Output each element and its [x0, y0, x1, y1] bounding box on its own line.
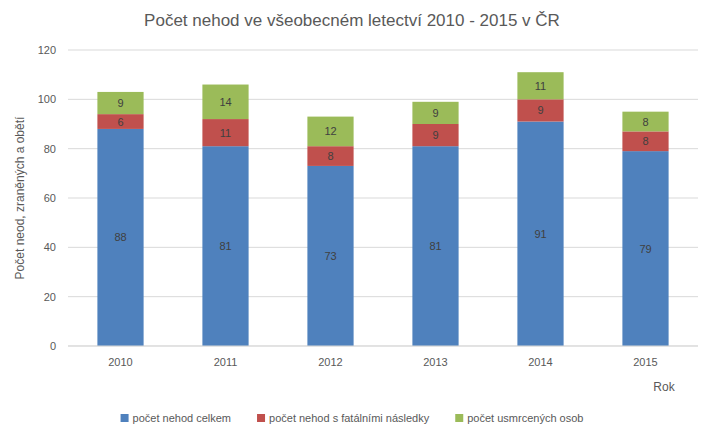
bar	[622, 131, 668, 151]
legend-label: počet nehod celkem	[133, 412, 231, 424]
y-tick-label: 80	[44, 143, 56, 155]
legend: počet nehod celkem počet nehod s fatálním…	[121, 412, 584, 424]
bar	[97, 92, 143, 114]
bar	[307, 166, 353, 346]
bar	[202, 146, 248, 346]
bar	[622, 112, 668, 132]
bar	[307, 146, 353, 166]
bar	[412, 146, 458, 346]
bars	[97, 72, 668, 346]
x-tick-label: 2010	[108, 356, 132, 368]
bar	[517, 72, 563, 99]
bar	[412, 102, 458, 124]
bar	[202, 119, 248, 146]
grid-line	[68, 148, 698, 149]
chart-container: Počet nehod ve všeobecném letectví 2010 …	[0, 0, 704, 436]
chart: Počet nehod ve všeobecném letectví 2010 …	[0, 0, 704, 436]
x-tick-label: 2014	[528, 356, 552, 368]
data-label: 9	[432, 129, 438, 141]
legend-label: počet nehod s fatálními následky	[269, 412, 430, 424]
data-label: 14	[219, 96, 231, 108]
data-label: 8	[642, 116, 648, 128]
bar	[307, 117, 353, 147]
data-label: 9	[117, 97, 123, 109]
data-label: 12	[324, 125, 336, 137]
y-tick-label: 60	[44, 192, 56, 204]
legend-label: počet usmrcených osob	[467, 412, 583, 424]
bar	[622, 151, 668, 346]
bar	[97, 129, 143, 346]
data-label: 73	[324, 250, 336, 262]
data-label: 11	[220, 127, 231, 139]
y-tick-label: 100	[38, 93, 56, 105]
data-label: 9	[537, 104, 543, 116]
bar	[202, 85, 248, 120]
data-label: 91	[534, 228, 546, 240]
x-tick-label: 2011	[214, 356, 238, 368]
data-label: 8	[642, 135, 648, 147]
grid	[68, 50, 698, 346]
grid-line	[68, 99, 698, 100]
x-tick-label: 2012	[318, 356, 342, 368]
y-tick-label: 40	[44, 241, 56, 253]
y-axis-title: Počet neod, zraněných a obětí	[13, 116, 27, 279]
data-label: 79	[639, 243, 651, 255]
data-label: 81	[219, 240, 231, 252]
data-label: 9	[432, 107, 438, 119]
data-label: 81	[429, 240, 441, 252]
grid-line	[68, 198, 698, 199]
bar	[517, 99, 563, 121]
y-tick-label: 120	[38, 44, 56, 56]
y-tick-label: 20	[44, 291, 56, 303]
data-label: 88	[114, 231, 126, 243]
y-tick-label: 0	[50, 340, 56, 352]
bar	[412, 124, 458, 146]
grid-line	[68, 247, 698, 248]
x-tick-label: 2015	[633, 356, 657, 368]
grid-line	[68, 50, 698, 51]
background	[0, 0, 704, 436]
grid-line	[68, 296, 698, 297]
legend-swatch	[121, 414, 129, 422]
x-axis	[68, 346, 698, 347]
data-label: 11	[535, 80, 546, 92]
bar	[97, 114, 143, 129]
x-axis-title: Rok	[653, 380, 675, 394]
data-label: 8	[327, 150, 333, 162]
data-label: 6	[117, 116, 123, 128]
x-tick-label: 2013	[423, 356, 447, 368]
grid-line	[68, 346, 698, 347]
legend-swatch	[455, 414, 463, 422]
title: Počet nehod ve všeobecném letectví 2010 …	[144, 11, 560, 30]
legend-swatch	[257, 414, 265, 422]
bar	[517, 122, 563, 346]
